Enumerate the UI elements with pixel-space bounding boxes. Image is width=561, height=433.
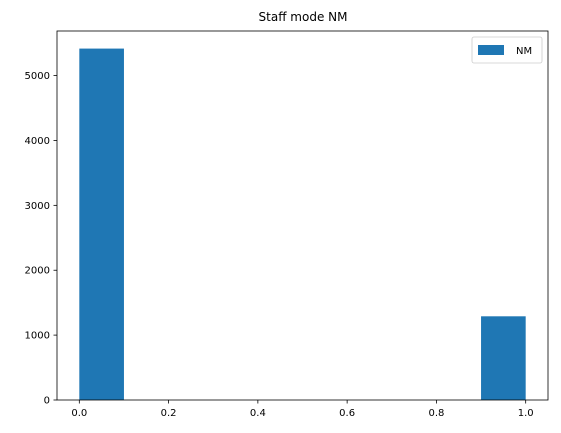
x-axis: 0.0 0.2 0.4 0.6 0.8 1.0 — [71, 400, 534, 419]
y-axis: 0 1000 2000 3000 4000 5000 — [25, 71, 57, 407]
y-tick-label: 4000 — [25, 136, 50, 147]
x-tick-label: 0.6 — [339, 408, 355, 419]
y-tick-label: 5000 — [25, 71, 50, 82]
chart-title: Staff mode NM — [259, 10, 348, 24]
x-tick-label: 1.0 — [518, 408, 534, 419]
x-tick-label: 0.2 — [161, 408, 177, 419]
histogram-bar — [79, 48, 124, 400]
legend-box — [471, 36, 543, 64]
legend: NM — [471, 36, 543, 64]
x-tick-label: 0.4 — [250, 408, 266, 419]
y-tick-label: 1000 — [25, 331, 50, 342]
x-tick-label: 0.0 — [71, 408, 87, 419]
histogram-bar — [481, 316, 526, 400]
plot-frame — [56, 30, 549, 401]
legend-swatch — [478, 45, 504, 55]
y-tick-label: 0 — [44, 396, 50, 407]
x-tick-label: 0.8 — [428, 408, 444, 419]
y-tick-label: 3000 — [25, 201, 50, 212]
legend-label: NM — [516, 46, 532, 57]
bars — [79, 48, 526, 400]
y-tick-label: 2000 — [25, 266, 50, 277]
